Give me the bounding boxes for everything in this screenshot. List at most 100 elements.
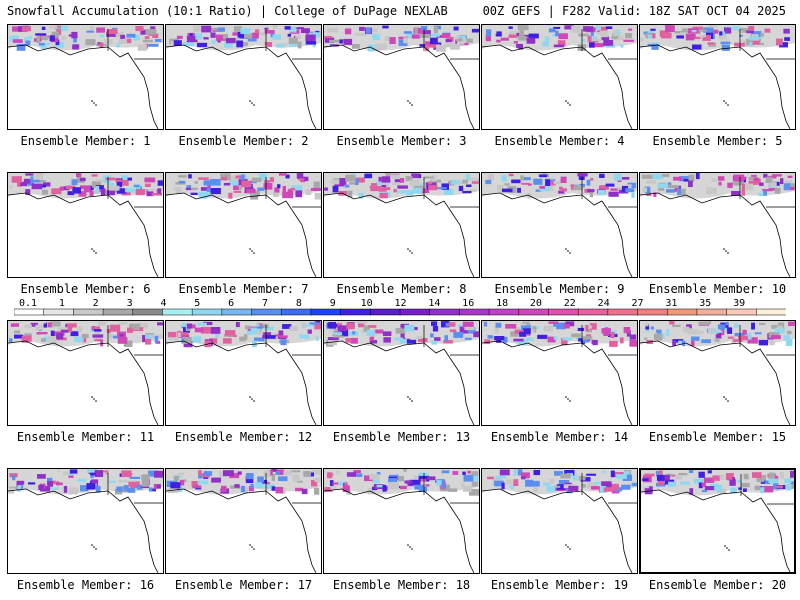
snow-blob xyxy=(572,185,583,191)
colorbar-tick-label: 4 xyxy=(160,298,166,309)
snow-blob xyxy=(90,474,94,479)
snow-blob xyxy=(264,42,271,46)
snow-blob xyxy=(770,335,781,340)
snow-blob xyxy=(25,40,31,46)
snow-blob xyxy=(186,35,198,43)
snow-blob xyxy=(462,471,466,475)
snow-blob xyxy=(596,32,602,35)
snow-blob xyxy=(47,481,53,487)
member-label-prefix: Ensemble Member: xyxy=(490,578,614,592)
ensemble-member-panel xyxy=(323,468,480,574)
snow-blob xyxy=(312,32,320,38)
island-dot xyxy=(565,248,567,250)
snow-blob xyxy=(347,190,353,198)
snow-blob xyxy=(752,40,760,45)
snow-blob xyxy=(223,182,231,186)
snow-blob xyxy=(641,174,653,179)
snow-blob xyxy=(210,327,221,334)
snow-blob xyxy=(356,321,368,324)
snow-blob xyxy=(194,327,204,333)
snow-blob xyxy=(586,179,591,186)
snow-blob xyxy=(337,325,347,332)
snow-blob xyxy=(718,181,722,186)
colorbar-tick-label: 24 xyxy=(598,298,610,309)
snow-blob xyxy=(190,192,198,196)
snow-blob xyxy=(784,180,793,186)
ensemble-member-label: Ensemble Member: 13 xyxy=(323,430,480,444)
snowfall-map xyxy=(166,321,321,425)
snow-blob xyxy=(203,37,209,40)
snow-blob xyxy=(526,333,531,336)
colorbar-swatch xyxy=(637,308,668,316)
snow-blob xyxy=(330,480,334,486)
snow-blob xyxy=(517,187,521,193)
snow-blob xyxy=(644,322,649,327)
snow-blob xyxy=(154,470,163,478)
snow-blob xyxy=(598,189,605,196)
snow-blob xyxy=(366,330,376,337)
snow-blob xyxy=(65,185,76,189)
ensemble-member-label: Ensemble Member: 10 xyxy=(639,282,796,296)
snow-blob xyxy=(542,41,549,47)
country-border xyxy=(739,29,795,60)
snow-blob xyxy=(436,35,447,38)
snow-blob xyxy=(528,183,532,186)
snow-blob xyxy=(550,181,556,186)
snow-blob xyxy=(502,188,513,193)
snow-blob xyxy=(314,322,321,330)
snow-blob xyxy=(35,33,47,36)
island-dot xyxy=(725,102,727,104)
snow-blob xyxy=(350,337,358,344)
snow-blob xyxy=(495,322,502,328)
snow-blob xyxy=(273,192,279,197)
snow-blob xyxy=(49,25,57,29)
colorbar-tick-label: 9 xyxy=(330,298,336,309)
snow-blob xyxy=(16,480,25,485)
snow-blob xyxy=(146,189,154,197)
snow-blob xyxy=(399,339,407,344)
snow-blob xyxy=(157,180,163,186)
colorbar-swatch xyxy=(548,308,579,316)
snow-blob xyxy=(28,335,32,342)
island-dot xyxy=(93,102,95,104)
snow-blob xyxy=(748,26,755,31)
snow-blob xyxy=(516,43,522,48)
ensemble-member-label: Ensemble Member: 18 xyxy=(323,578,480,592)
island-dot xyxy=(253,548,255,550)
snow-blob xyxy=(471,180,479,184)
snow-blob xyxy=(673,176,682,181)
snow-blob xyxy=(725,322,729,326)
snow-blob xyxy=(531,329,535,333)
island-dot xyxy=(91,248,93,250)
island-dot xyxy=(409,398,411,400)
snow-blob xyxy=(54,26,60,30)
snow-blob xyxy=(485,34,491,42)
member-number: 2 xyxy=(301,134,309,148)
snow-blob xyxy=(314,477,321,482)
snow-blob xyxy=(41,42,51,45)
island-dot xyxy=(569,400,571,402)
snow-blob xyxy=(466,184,472,187)
ensemble-member-panel xyxy=(481,172,638,278)
island-dot xyxy=(725,398,727,400)
snow-blob xyxy=(513,326,521,331)
island-dot xyxy=(93,398,95,400)
snow-blob xyxy=(73,36,77,43)
snow-blob xyxy=(255,29,260,34)
colorbar-tick-label: 6 xyxy=(228,298,234,309)
country-border xyxy=(581,325,637,356)
snow-blob xyxy=(428,185,438,191)
snow-blob xyxy=(442,32,451,39)
snow-blob xyxy=(558,33,568,40)
snow-blob xyxy=(692,26,703,30)
colorbar-tick-label: 14 xyxy=(428,298,440,309)
snow-blob xyxy=(769,340,775,346)
colorbar-swatch xyxy=(488,308,520,316)
snow-blob xyxy=(381,176,391,183)
snow-blob xyxy=(788,321,795,326)
snow-blob xyxy=(381,185,387,188)
snow-blob xyxy=(355,177,365,183)
snow-blob xyxy=(460,38,466,43)
ensemble-member-panel xyxy=(165,468,322,574)
snow-blob xyxy=(137,44,147,51)
